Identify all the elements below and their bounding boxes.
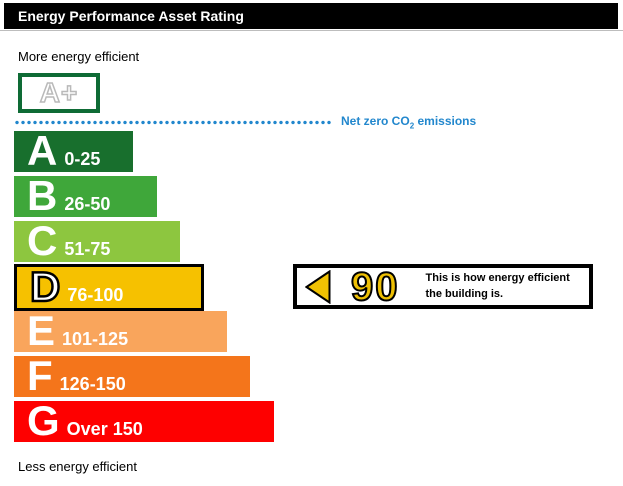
chart-title-bar: Energy Performance Asset Rating: [4, 3, 618, 29]
net-zero-label: Net zero CO2 emissions: [341, 114, 476, 130]
net-zero-text-suffix: emissions: [414, 114, 477, 128]
band-f-letter: F: [27, 352, 53, 399]
band-b-letter: B: [27, 172, 58, 219]
band-a-letter: A: [27, 127, 58, 174]
band-g: G Over 150: [14, 397, 274, 444]
net-zero-subscript: 2: [409, 121, 415, 131]
a-plus-label: A+: [39, 77, 79, 108]
net-zero-text-prefix: Net zero CO: [341, 114, 410, 128]
band-g-range: Over 150: [66, 419, 143, 439]
band-g-letter: G: [27, 397, 60, 444]
band-f: F 126-150: [14, 352, 250, 399]
band-a-content: A 0-25: [14, 127, 101, 174]
band-b: B 26-50: [14, 172, 157, 219]
more-efficient-label: More energy efficient: [18, 49, 140, 64]
band-e-letter: E: [27, 307, 56, 354]
rating-description: This is how energy efficient the buildin…: [426, 271, 570, 302]
header-underline: [0, 30, 623, 31]
rating-indicator-box: 90 This is how energy efficient the buil…: [293, 264, 593, 309]
band-e-content: E 101-125: [14, 307, 129, 354]
band-c: C 51-75: [14, 217, 180, 264]
band-f-range: 126-150: [59, 374, 126, 394]
band-c-letter: C: [27, 217, 58, 264]
left-arrow-icon: [305, 269, 331, 304]
band-g-content: G Over 150: [14, 397, 143, 444]
band-d-highlighted: D 76-100: [14, 264, 204, 311]
rating-description-line1: This is how energy efficient: [425, 272, 570, 285]
net-zero-dotted-line: [14, 120, 332, 125]
band-f-content: F 126-150: [14, 352, 126, 399]
band-e: E 101-125: [14, 307, 227, 354]
a-plus-band: A+: [18, 73, 100, 113]
band-b-range: 26-50: [64, 194, 111, 214]
band-d-range: 76-100: [67, 285, 124, 305]
rating-value: 90: [350, 264, 400, 309]
chart-title: Energy Performance Asset Rating: [18, 8, 244, 24]
band-b-content: B 26-50: [14, 172, 111, 219]
rating-description-line2: the building is.: [425, 287, 504, 300]
band-d-content: D 76-100: [17, 263, 124, 310]
band-c-range: 51-75: [64, 239, 111, 259]
band-d-letter: D: [29, 263, 62, 310]
less-efficient-label: Less energy efficient: [18, 459, 137, 474]
band-a: A 0-25: [14, 127, 133, 174]
band-a-range: 0-25: [64, 149, 101, 169]
band-e-range: 101-125: [62, 329, 129, 349]
band-c-content: C 51-75: [14, 217, 111, 264]
